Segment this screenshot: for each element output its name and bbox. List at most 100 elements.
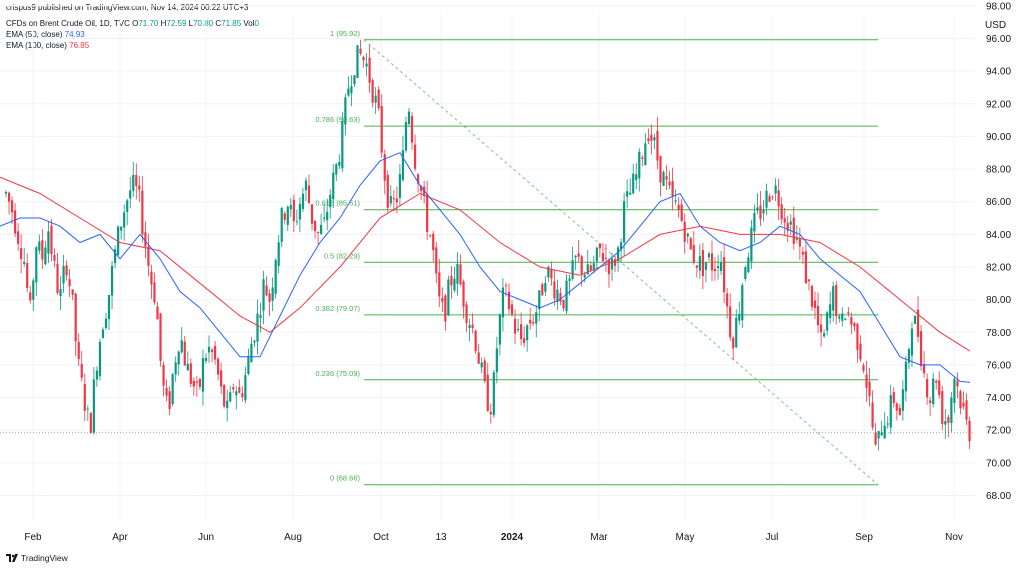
candle: [441, 287, 444, 312]
candle-body: [535, 312, 538, 324]
candle-body: [17, 231, 20, 244]
candle-body: [462, 281, 465, 307]
candle: [483, 357, 486, 384]
candle-body: [516, 328, 520, 331]
fib-level-label: 0.382 (79.07): [315, 304, 360, 313]
axes: 68.00 70.00 72.00 74.00 76.00 78.00 80.00 82.00…: [24, 1, 1011, 543]
candle-body: [577, 253, 580, 257]
candle-body: [420, 186, 423, 192]
candle: [744, 265, 747, 282]
candle: [847, 306, 850, 317]
candle-body: [823, 333, 826, 337]
candle: [886, 416, 889, 429]
candle: [913, 314, 917, 325]
candle-body: [389, 196, 392, 204]
candle: [117, 225, 120, 256]
candle: [98, 338, 102, 381]
candle: [220, 362, 223, 395]
candle-body: [880, 432, 883, 436]
candle: [962, 391, 965, 410]
candle-body: [586, 264, 589, 275]
candle-body: [553, 281, 556, 299]
candle-body: [95, 370, 98, 380]
candle-body: [362, 57, 365, 61]
ohlc-key: L: [188, 19, 194, 28]
candle: [865, 360, 868, 402]
candle-body: [465, 304, 468, 324]
y-tick-label: 68.00: [986, 491, 1011, 502]
candle-body: [71, 289, 74, 295]
candle: [316, 231, 320, 245]
candle-body: [238, 387, 241, 393]
candle: [17, 223, 20, 251]
candle-body: [171, 374, 174, 404]
candle-body: [250, 343, 253, 363]
candle: [892, 387, 895, 408]
tradingview-brand: TradingView: [21, 553, 68, 563]
candle: [841, 307, 844, 327]
candle-body: [444, 295, 447, 322]
candle: [489, 403, 492, 424]
candle-body: [307, 185, 311, 203]
candle-body: [732, 337, 735, 349]
candle: [456, 252, 459, 296]
candle: [835, 281, 838, 325]
candle: [465, 301, 468, 333]
candle-body: [195, 381, 198, 383]
candle: [774, 178, 777, 202]
candle-body: [874, 432, 877, 445]
candle: [707, 251, 711, 261]
candle: [398, 163, 401, 207]
candle-body: [395, 198, 398, 203]
ema100-value: 76.85: [69, 41, 90, 50]
candle-body: [80, 364, 83, 378]
candle-body: [265, 285, 268, 296]
candle-body: [235, 391, 238, 396]
candle: [313, 220, 317, 239]
candle-body: [904, 361, 908, 392]
candle-body: [604, 257, 608, 259]
candle: [344, 93, 347, 136]
candle-body: [671, 181, 674, 197]
candle: [304, 177, 308, 201]
candle-body: [941, 391, 944, 424]
candle: [135, 163, 138, 200]
candle: [444, 293, 447, 331]
candle-body: [959, 391, 962, 409]
candle-body: [23, 262, 26, 264]
y-tick-label: 72.00: [986, 426, 1011, 437]
candle-body: [480, 362, 483, 368]
ohlc-value: 0: [254, 19, 259, 28]
candle-body: [686, 233, 689, 237]
candle: [413, 134, 417, 172]
ema100-legend[interactable]: EMA (100, close) 76.85: [6, 41, 89, 51]
candle-body: [256, 313, 259, 342]
y-tick-label: 98.00: [986, 1, 1011, 12]
candle: [559, 287, 562, 306]
candle-body: [253, 340, 256, 343]
candle-body: [192, 380, 195, 387]
candle: [659, 155, 662, 197]
candle-body: [729, 306, 732, 338]
candle-body: [956, 380, 959, 387]
candle: [404, 116, 408, 153]
candle: [474, 329, 477, 354]
candle-body: [150, 271, 153, 285]
candle-body: [347, 88, 350, 96]
candle: [165, 379, 168, 402]
x-tick-label: May: [676, 532, 695, 543]
x-tick-label: Nov: [945, 532, 963, 543]
candle-body: [716, 266, 720, 269]
candle-body: [201, 358, 205, 392]
candle: [453, 267, 456, 293]
candle-body: [844, 318, 847, 320]
tradingview-footer[interactable]: TradingView: [6, 553, 68, 563]
candle-body: [83, 383, 86, 411]
candle: [495, 336, 498, 384]
candle: [471, 313, 474, 334]
candle-body: [507, 291, 511, 310]
candle: [850, 312, 853, 334]
ema50-legend[interactable]: EMA (50, close) 74.93: [6, 30, 85, 40]
candle: [207, 335, 211, 363]
